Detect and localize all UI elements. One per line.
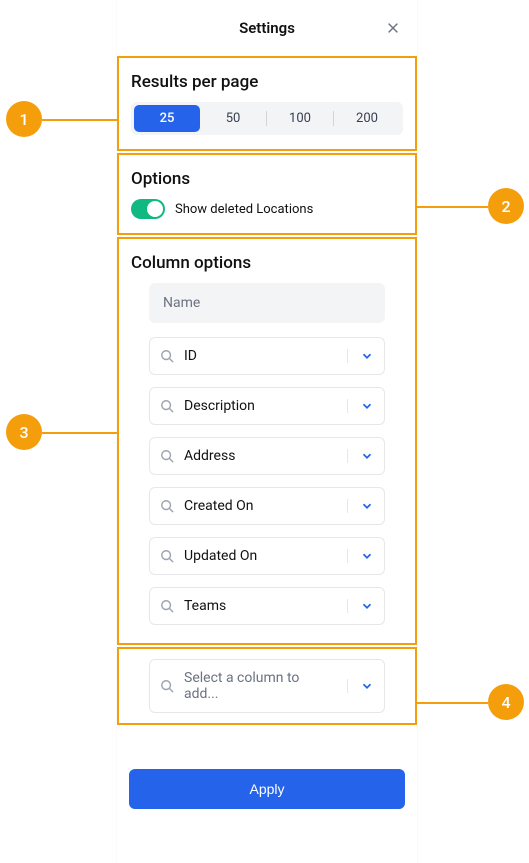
callout-badge-2: 2: [488, 188, 524, 224]
results-per-page-section: Results per page 2550100200: [117, 56, 417, 151]
show-deleted-label: Show deleted Locations: [175, 202, 313, 217]
chevron-down-icon: [360, 549, 374, 563]
add-column-section: Select a column to add...: [117, 647, 417, 725]
panel-header: Settings: [117, 0, 417, 56]
results-title: Results per page: [131, 72, 403, 92]
column-item[interactable]: Updated On: [149, 537, 385, 575]
show-deleted-toggle-row: Show deleted Locations: [131, 199, 403, 219]
column-item[interactable]: Description: [149, 387, 385, 425]
callout-connector-2: [417, 206, 488, 208]
add-column-selector[interactable]: Select a column to add...: [149, 659, 385, 713]
add-column-placeholder: Select a column to add...: [184, 670, 327, 702]
results-option-100[interactable]: 100: [267, 105, 333, 132]
search-icon: [160, 499, 174, 513]
column-item[interactable]: Address: [149, 437, 385, 475]
callout-connector-1: [42, 119, 117, 121]
column-item-label: ID: [184, 348, 197, 364]
callout-badge-4: 4: [488, 684, 524, 720]
column-item-label: Created On: [184, 498, 254, 514]
show-deleted-toggle[interactable]: [131, 199, 165, 219]
close-icon[interactable]: [383, 18, 403, 38]
callout-connector-4: [417, 702, 488, 704]
search-icon: [160, 449, 174, 463]
column-item-label: Teams: [184, 598, 226, 614]
chevron-down-icon: [360, 399, 374, 413]
columns-list: ID Description Address Created On Updated On…: [131, 337, 403, 625]
chevron-down-icon: [360, 349, 374, 363]
chevron-down-icon: [360, 499, 374, 513]
chevron-down-icon: [360, 599, 374, 613]
search-icon: [160, 549, 174, 563]
callout-connector-3: [42, 432, 117, 434]
settings-panel: Settings Results per page 2550100200 Opt…: [117, 0, 417, 863]
column-item-label: Address: [184, 448, 235, 464]
column-item[interactable]: Teams: [149, 587, 385, 625]
options-title: Options: [131, 169, 403, 189]
search-icon: [160, 679, 174, 693]
panel-title: Settings: [239, 19, 295, 37]
column-item[interactable]: ID: [149, 337, 385, 375]
search-icon: [160, 399, 174, 413]
callout-badge-1: 1: [6, 101, 42, 137]
results-option-25[interactable]: 25: [134, 105, 200, 132]
search-icon: [160, 349, 174, 363]
column-item-label: Updated On: [184, 548, 257, 564]
results-option-50[interactable]: 50: [200, 105, 266, 132]
chevron-down-icon: [360, 679, 374, 693]
name-input[interactable]: Name: [149, 283, 385, 323]
options-section: Options Show deleted Locations: [117, 153, 417, 235]
columns-title: Column options: [131, 253, 403, 273]
results-option-200[interactable]: 200: [334, 105, 400, 132]
callout-badge-3: 3: [6, 414, 42, 450]
results-segmented: 2550100200: [131, 102, 403, 135]
search-icon: [160, 599, 174, 613]
column-options-section: Column options Name ID Description Address…: [117, 237, 417, 645]
apply-wrap: Apply: [117, 725, 417, 809]
column-item-label: Description: [184, 398, 255, 414]
column-item[interactable]: Created On: [149, 487, 385, 525]
apply-button[interactable]: Apply: [129, 769, 405, 809]
chevron-down-icon: [360, 449, 374, 463]
